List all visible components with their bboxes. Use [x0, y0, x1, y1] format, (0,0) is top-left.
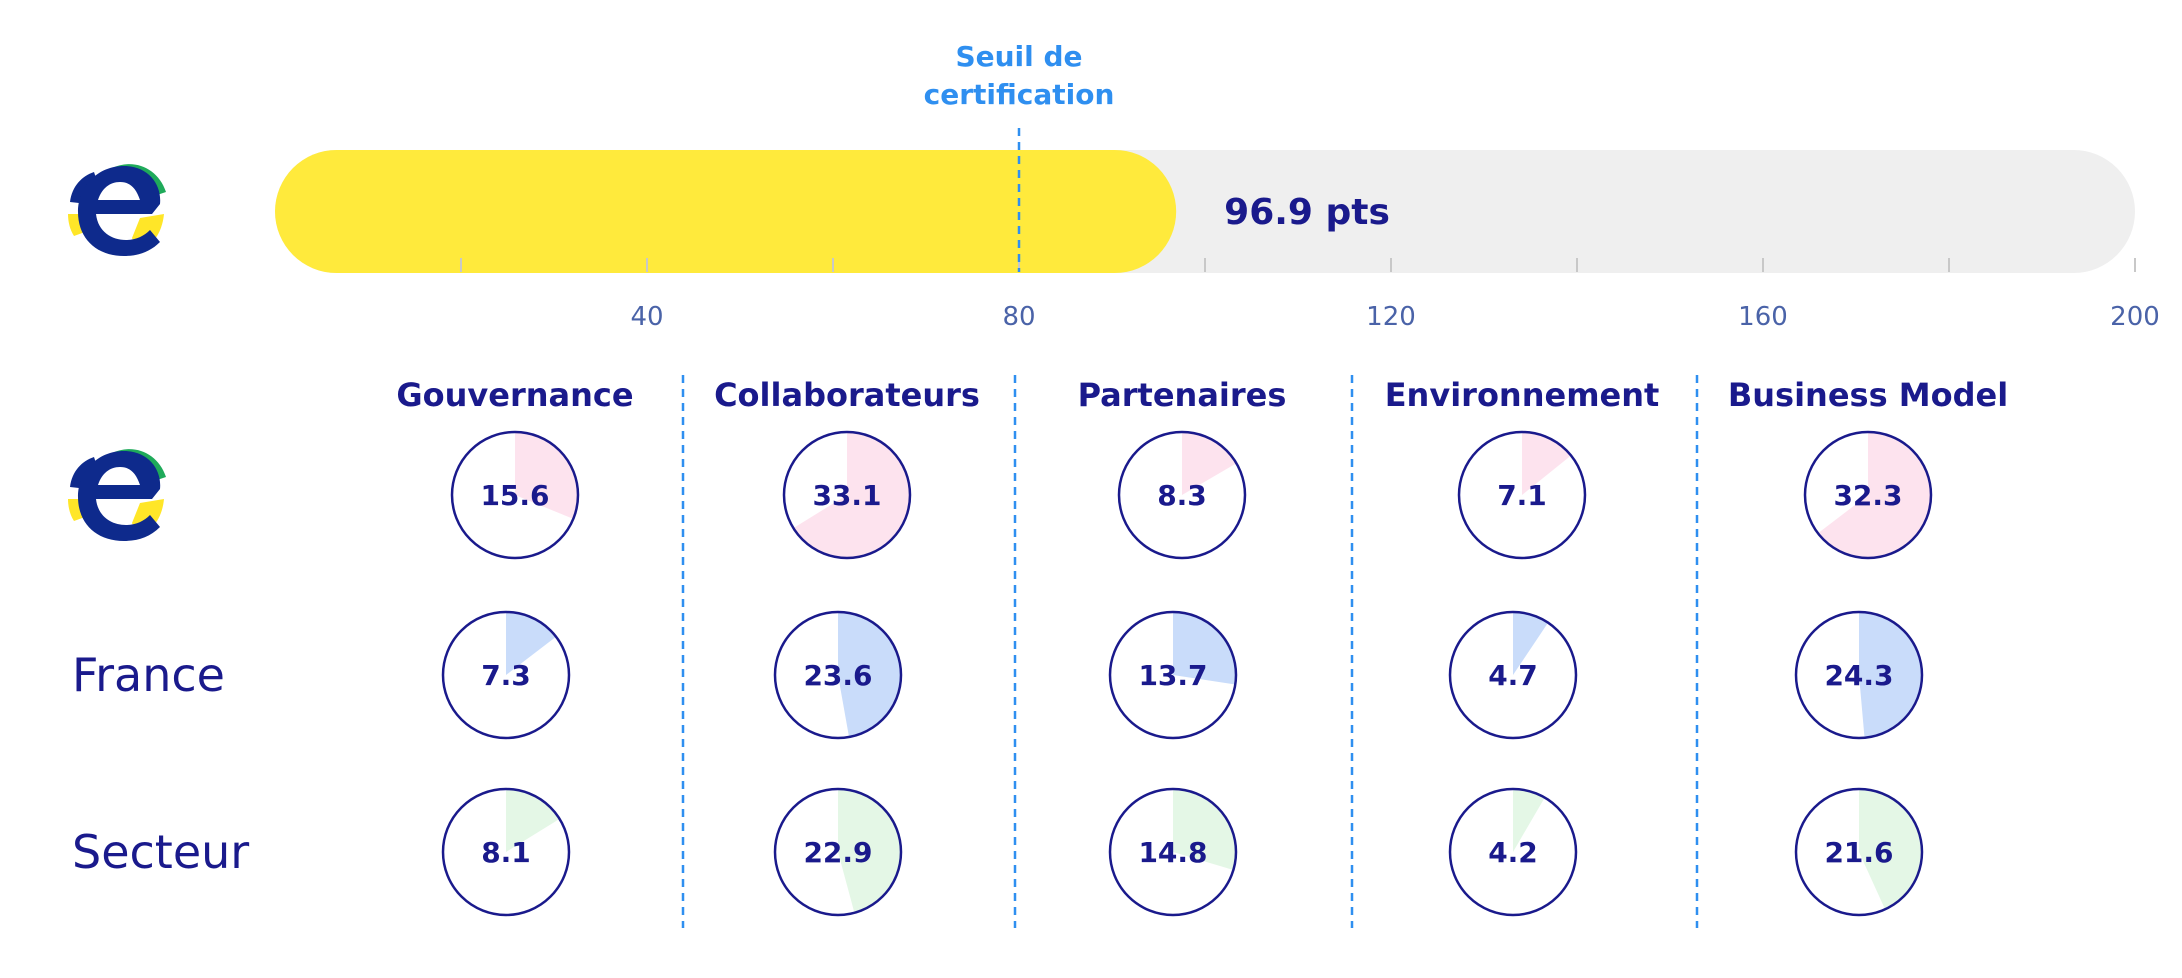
pie-slice — [1513, 612, 1549, 675]
score-bar-chart: 40 80 120 160 200 Seuil de certification 96.9 p… — [68, 40, 2160, 332]
pie-chart: 13.7 — [1108, 610, 1238, 740]
pie-outline — [1794, 610, 1924, 740]
x-tick-label: 120 — [1366, 302, 1416, 332]
pie-chart: 7.1 — [1457, 430, 1587, 560]
pie-value-label: 33.1 — [812, 479, 881, 512]
column-header: Environnement — [1385, 376, 1660, 414]
pie-chart: 22.9 — [773, 787, 903, 917]
pie-outline — [1794, 787, 1924, 917]
pie-outline — [450, 430, 580, 560]
pie-outline — [1457, 430, 1587, 560]
pie-outline — [1108, 787, 1238, 917]
pie-value-label: 32.3 — [1833, 479, 1902, 512]
pie-chart: 24.3 — [1794, 610, 1924, 740]
pie-chart: 33.1 — [782, 430, 912, 560]
pie-value-label: 14.8 — [1138, 836, 1207, 869]
pie-slice — [793, 432, 910, 558]
pie-value-label: 24.3 — [1824, 659, 1893, 692]
pie-value-label: 23.6 — [803, 659, 872, 692]
pie-slice — [1859, 789, 1922, 910]
pie-outline — [782, 430, 912, 560]
pie-slice — [1173, 612, 1236, 685]
pie-slice — [1859, 612, 1923, 738]
pie-slice — [1513, 789, 1545, 852]
pie-value-label: 13.7 — [1138, 659, 1207, 692]
column-header: Partenaires — [1078, 376, 1287, 414]
pie-value-label: 7.3 — [481, 659, 531, 692]
threshold-label-line2: certification — [924, 78, 1115, 111]
pie-value-label: 4.2 — [1488, 836, 1538, 869]
pie-outline — [1108, 610, 1238, 740]
pie-slice — [506, 612, 557, 675]
pie-chart: 8.3 — [1117, 430, 1247, 560]
pie-chart: 4.7 — [1448, 610, 1578, 740]
pie-chart: 8.1 — [441, 787, 571, 917]
pie-value-label: 8.1 — [481, 836, 531, 869]
pie-chart: 14.8 — [1108, 787, 1238, 917]
column-header: Collaborateurs — [714, 376, 980, 414]
pie-value-label: 4.7 — [1488, 659, 1538, 692]
pie-outline — [773, 610, 903, 740]
row-label: Secteur — [72, 825, 249, 879]
pie-value-label: 22.9 — [803, 836, 872, 869]
pie-outline — [1803, 430, 1933, 560]
pie-chart: 7.3 — [441, 610, 571, 740]
pie-chart: 32.3 — [1803, 430, 1933, 560]
bar-value-label: 96.9 pts — [1224, 192, 1390, 233]
row-label: France — [72, 648, 225, 702]
pie-chart: 21.6 — [1794, 787, 1924, 917]
pie-slice — [838, 789, 901, 913]
pie-value-label: 8.3 — [1157, 479, 1207, 512]
column-header: Gouvernance — [396, 376, 633, 414]
brand-logo-icon — [68, 449, 166, 541]
category-grid: Gouvernance Collaborateurs Partenaires Envi… — [68, 375, 2008, 928]
x-tick-label: 40 — [630, 302, 663, 332]
pie-chart: 23.6 — [773, 610, 903, 740]
pie-chart: 4.2 — [1448, 787, 1578, 917]
pie-outline — [1117, 430, 1247, 560]
x-tick-label: 200 — [2110, 302, 2160, 332]
pie-value-label: 7.1 — [1497, 479, 1547, 512]
pie-outline — [1448, 787, 1578, 917]
pie-value-label: 21.6 — [1824, 836, 1893, 869]
brand-logo-icon — [68, 164, 166, 256]
pie-slice — [1173, 789, 1236, 870]
pie-outline — [773, 787, 903, 917]
x-tick-label: 80 — [1002, 302, 1035, 332]
pie-slice — [1522, 432, 1572, 495]
x-tick-label: 160 — [1738, 302, 1788, 332]
pie-outline — [441, 610, 571, 740]
pie-outline — [441, 787, 571, 917]
threshold-label-line1: Seuil de — [955, 40, 1082, 73]
column-header: Business Model — [1728, 376, 2008, 414]
bar-value-fill — [275, 150, 1177, 273]
pie-value-label: 15.6 — [480, 479, 549, 512]
pie-slice — [838, 612, 902, 738]
pie-chart: 15.6 — [450, 430, 580, 560]
pie-slice — [1817, 432, 1931, 559]
pie-outline — [1448, 610, 1578, 740]
